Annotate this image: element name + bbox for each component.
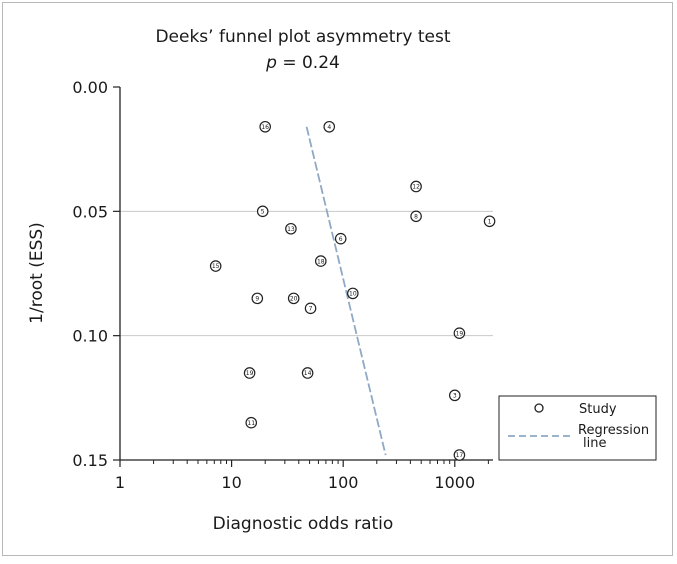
study-marker <box>256 205 269 218</box>
study-id-label: 9 <box>255 296 259 303</box>
study-point: 18 <box>314 255 327 267</box>
study-id-label: 14 <box>304 370 312 377</box>
study-marker <box>314 255 327 267</box>
study-marker <box>287 292 300 305</box>
grid-lines <box>120 210 493 337</box>
study-marker <box>323 120 336 133</box>
study-id-label: 13 <box>287 226 295 233</box>
x-axis-label: Diagnostic odds ratio <box>213 514 394 534</box>
chart-title: Deeks’ funnel plot asymmetry test <box>155 27 450 47</box>
study-id-label: 15 <box>212 263 220 270</box>
study-point: 5 <box>256 205 269 218</box>
study-marker <box>483 215 496 228</box>
legend-regression-label: Regression line <box>578 423 653 451</box>
study-id-label: 17 <box>456 452 464 459</box>
study-id-label: 20 <box>290 296 298 303</box>
study-point: 4 <box>323 120 336 133</box>
study-marker <box>453 327 466 339</box>
legend-box <box>498 395 657 461</box>
study-point: 7 <box>304 302 317 315</box>
y-tick-label: 0.15 <box>72 451 108 470</box>
study-marker <box>410 210 422 223</box>
study-marker <box>448 389 461 402</box>
study-marker <box>209 260 222 272</box>
study-marker <box>410 180 422 193</box>
study-id-label: 10 <box>349 291 357 298</box>
p-value: = 0.24 <box>277 53 340 73</box>
x-tick-label: 10 <box>221 473 241 492</box>
regression-layer <box>305 126 387 456</box>
study-id-label: 3 <box>453 393 457 400</box>
study-point: 6 <box>334 232 347 245</box>
study-id-label: 7 <box>309 306 313 313</box>
study-id-label: 11 <box>247 420 255 427</box>
study-point: 12 <box>410 180 422 193</box>
study-marker <box>251 292 264 305</box>
study-id-label: 4 <box>327 124 331 131</box>
y-tick-label: 0.05 <box>72 202 108 221</box>
study-id-label: 8 <box>414 214 418 221</box>
figure-border <box>2 2 673 556</box>
study-marker <box>301 367 314 379</box>
study-point: 17 <box>453 449 466 461</box>
x-tick-label: 1000 <box>434 473 475 492</box>
study-id-label: 12 <box>412 184 420 191</box>
study-marker <box>259 120 271 133</box>
legend-regression-line2: line <box>583 436 606 451</box>
study-id-label: 18 <box>317 258 325 265</box>
study-point: 9 <box>251 292 264 305</box>
study-point: 16 <box>259 120 271 133</box>
chart-subtitle: p = 0.24 <box>265 53 340 73</box>
legend-study-marker <box>534 403 544 413</box>
study-id-label: 19 <box>246 370 254 377</box>
study-point: 20 <box>287 292 300 305</box>
study-marker <box>285 222 297 235</box>
study-point: 10 <box>347 287 359 300</box>
study-point: 3 <box>448 389 461 402</box>
study-id-label: 16 <box>261 124 269 131</box>
study-point: 1 <box>483 215 496 228</box>
study-id-label: 6 <box>339 236 343 243</box>
y-axis-label: 1/root (ESS) <box>27 222 47 324</box>
y-tick-label: 0.10 <box>72 327 108 346</box>
regression-line <box>305 126 387 456</box>
study-point: 15 <box>209 260 222 272</box>
study-marker <box>453 449 466 461</box>
legend-regression-line1: Regression <box>578 423 649 438</box>
study-marker <box>245 416 258 429</box>
study-id-label: 5 <box>261 209 265 216</box>
study-id-label: 19 <box>456 330 464 337</box>
x-tick-label: 1 <box>115 473 125 492</box>
study-point: 8 <box>410 210 422 223</box>
y-tick-label: 0.00 <box>72 78 108 97</box>
study-point: 14 <box>301 367 314 379</box>
legend-study-label: Study <box>579 402 617 417</box>
study-point: 19 <box>243 367 256 379</box>
x-tick-label: 100 <box>328 473 359 492</box>
study-marker <box>334 232 347 245</box>
study-point: 19 <box>453 327 466 339</box>
p-symbol: p <box>265 53 277 73</box>
study-id-label: 1 <box>488 218 492 225</box>
axes: 0.00 0.05 0.10 0.15 1 10 100 1000 <box>72 78 493 492</box>
study-marker <box>243 367 256 379</box>
study-marker <box>304 302 317 315</box>
study-point: 13 <box>285 222 297 235</box>
legend: Study Regression line <box>498 395 657 461</box>
study-marker <box>347 287 359 300</box>
study-point: 11 <box>245 416 258 429</box>
